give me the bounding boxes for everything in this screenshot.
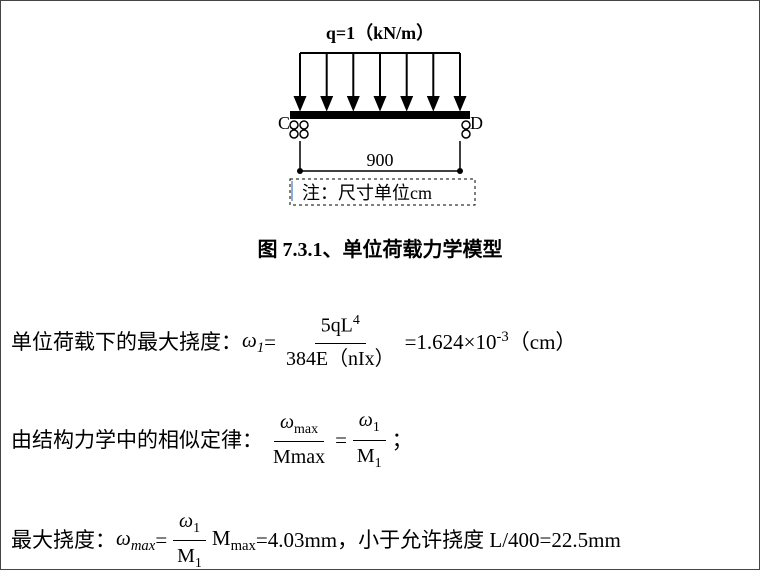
ratio-right: ω1 M1 (351, 407, 388, 473)
point-d-label: D (470, 113, 483, 133)
max-deflect-value: =4.03mm，小于允许挠度 L/400=22.5mm (256, 526, 621, 555)
similarity-law: 由结构力学中的相似定律： ωmax Mmax = ω1 M1 ； (11, 407, 751, 473)
omega-max: ωmax (116, 524, 155, 557)
ratio-left: ωmax Mmax (267, 409, 331, 472)
line2-prefix: 由结构力学中的相似定律： (11, 426, 263, 455)
eq-sign: = (264, 328, 276, 357)
line3-prefix: 最大挠度： (11, 526, 116, 555)
eq-sign-2: = (335, 426, 347, 455)
deflection-result: =1.624×10-3（cm） (405, 327, 577, 357)
deflection-formula-fraction: 5qL4 384E（nIx） (280, 311, 401, 373)
line1-prefix: 单位荷载下的最大挠度： (11, 328, 242, 357)
unit-note: 注：尺寸单位cm (302, 183, 432, 203)
figure-caption: 图 7.3.1、单位荷载力学模型 (1, 233, 759, 262)
load-label: q=1（kN/m） (326, 23, 434, 43)
m-max: Mmax (212, 524, 256, 557)
beam-diagram-svg: q=1（kN/m） C D (230, 21, 530, 221)
span-dimension: 900 (367, 150, 394, 170)
eq-sign-3: = (155, 526, 167, 555)
point-c-label: C (278, 113, 290, 133)
omega1-symbol: ω1 (242, 326, 264, 359)
diagram-figure: q=1（kN/m） C D (1, 21, 759, 262)
equation-body: 单位荷载下的最大挠度： ω1 = 5qL4 384E（nIx） =1.624×1… (11, 311, 751, 574)
max-deflection: 最大挠度： ωmax = ω1 M1 Mmax =4.03mm，小于允许挠度 L… (11, 508, 751, 574)
deflection-under-unit-load: 单位荷载下的最大挠度： ω1 = 5qL4 384E（nIx） =1.624×1… (11, 311, 751, 373)
line2-tail: ； (392, 426, 413, 455)
max-deflect-fraction: ω1 M1 (171, 508, 208, 574)
